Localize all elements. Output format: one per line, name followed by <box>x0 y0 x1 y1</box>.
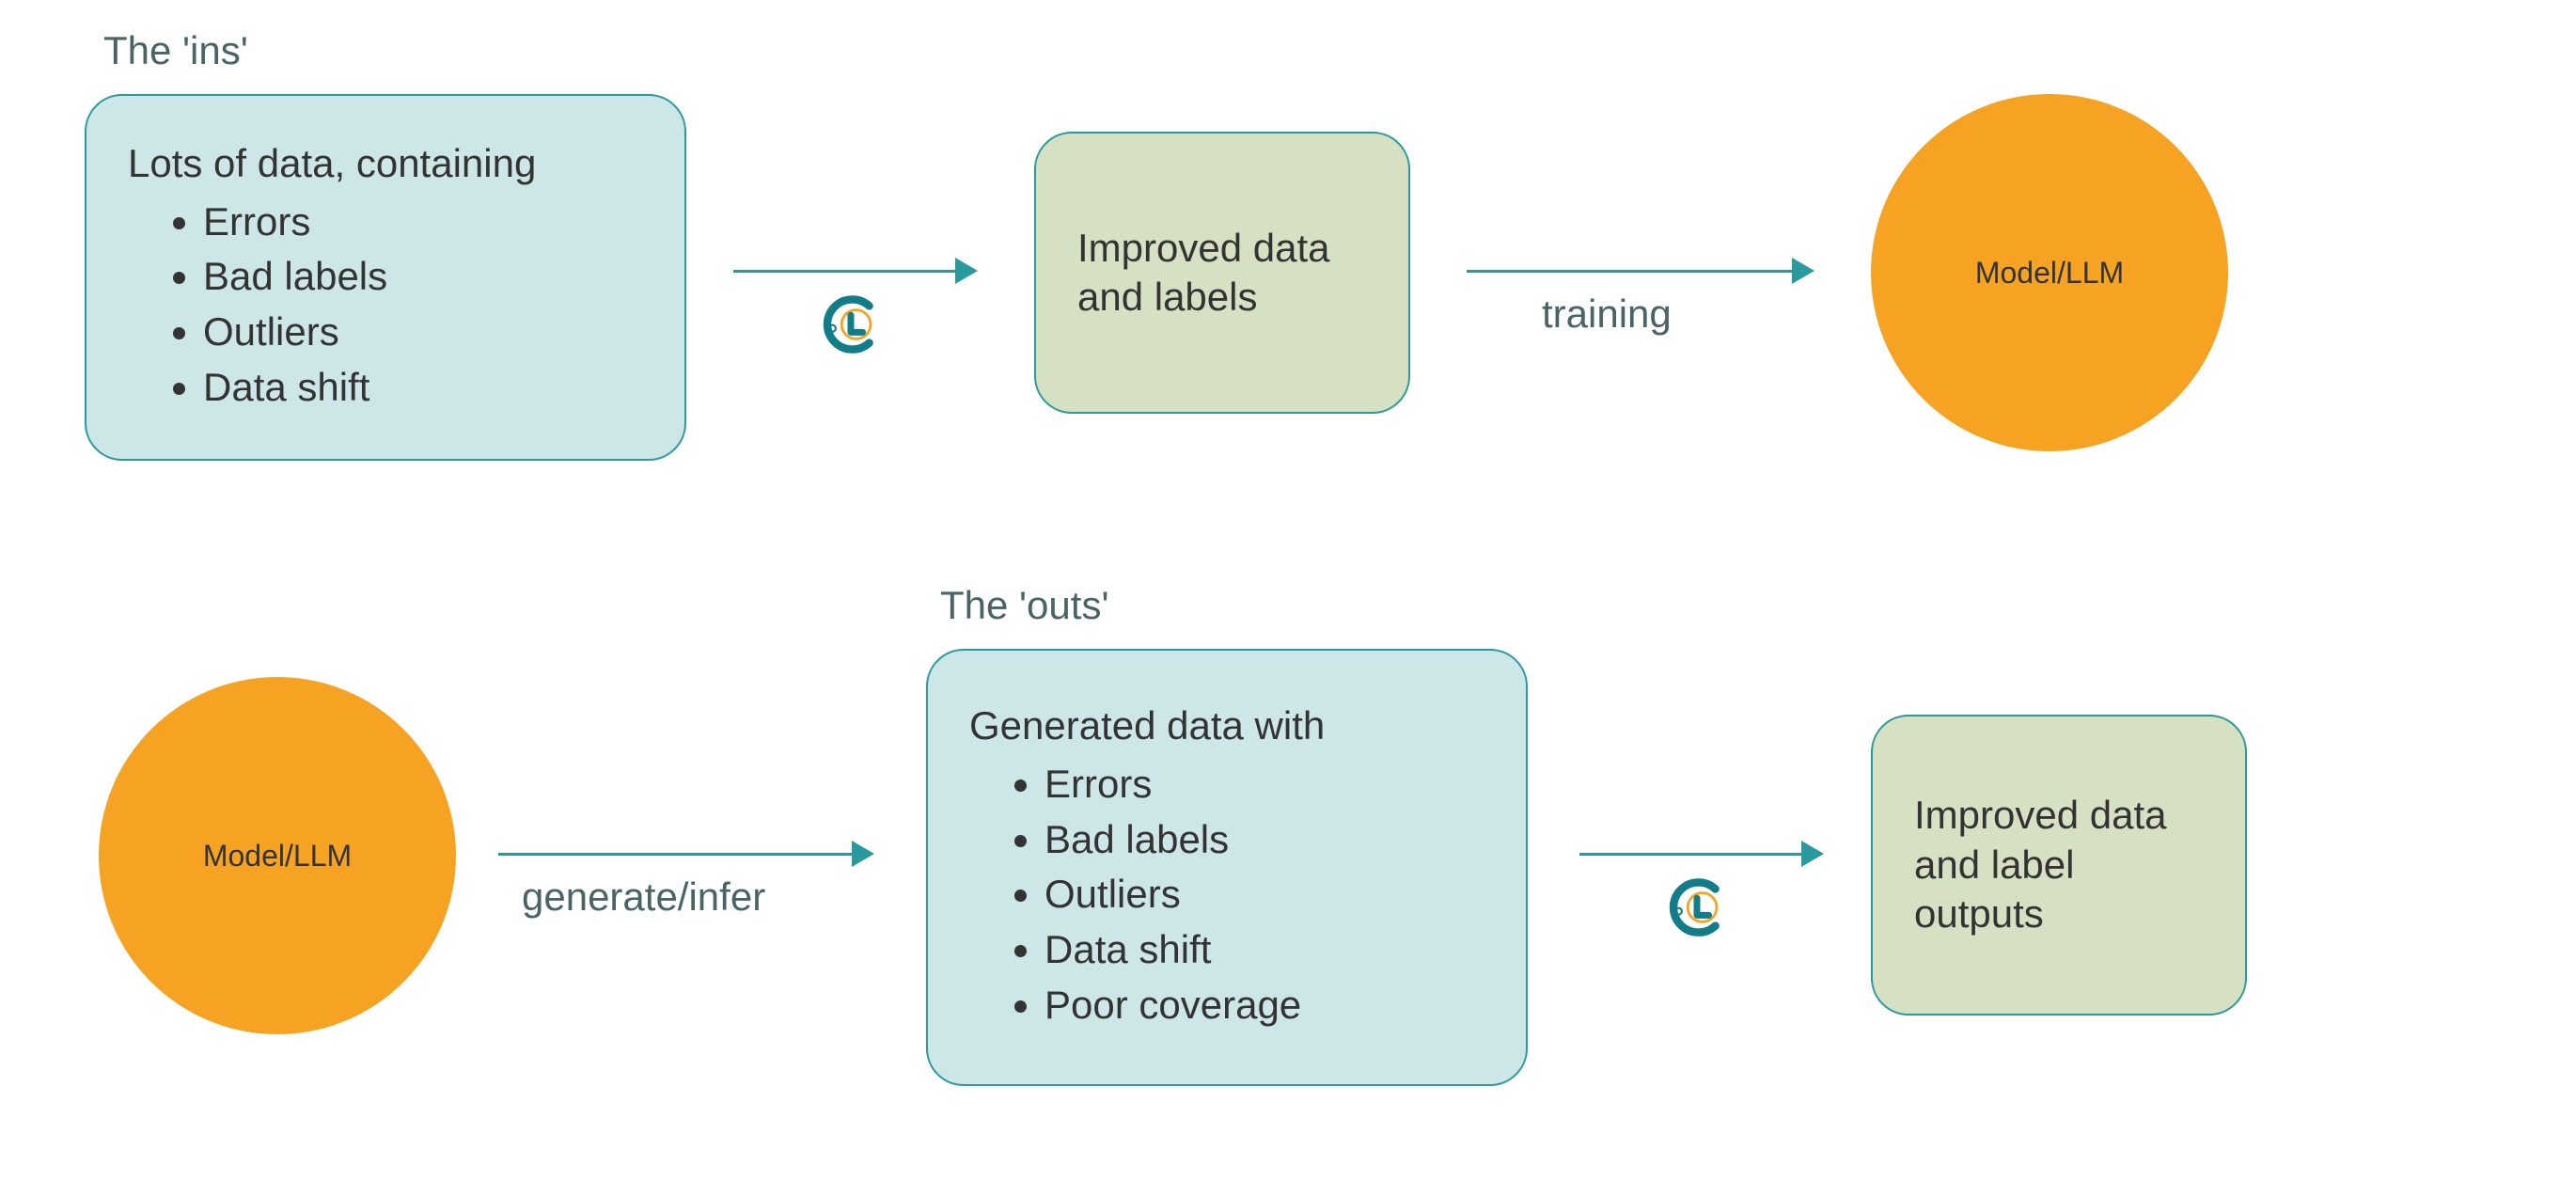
cleanlab-logo-icon <box>818 291 884 357</box>
list-item: Data shift <box>1045 922 1484 978</box>
improved-1-text: Improved data and labels <box>1077 224 1367 323</box>
improved-data-box-2: Improved data and label outputs <box>1871 715 2247 1016</box>
arrow-label: generate/infer <box>522 874 765 920</box>
arrow-line <box>498 853 854 856</box>
list-item: Bad labels <box>1045 812 1484 868</box>
arrow-2-training: training <box>1467 259 1814 285</box>
list-item: Poor coverage <box>1045 978 1484 1033</box>
list-item: Outliers <box>1045 867 1484 922</box>
model-1-label: Model/LLM <box>1975 256 2124 291</box>
list-item: Data shift <box>203 360 643 416</box>
cleanlab-logo-icon <box>1664 874 1730 940</box>
section-label-ins: The 'ins' <box>103 28 248 73</box>
cleanlab-logo-icon <box>1664 874 1730 940</box>
arrow-4 <box>1579 842 1824 868</box>
improved-2-text: Improved data and label outputs <box>1914 791 2204 939</box>
arrow-label: training <box>1542 291 1672 337</box>
outs-data-box: Generated data with ErrorsBad labelsOutl… <box>926 649 1528 1086</box>
outs-box-title: Generated data with <box>969 701 1484 751</box>
list-item: Errors <box>203 195 643 250</box>
arrow-head-icon <box>1792 258 1814 284</box>
section-label-outs: The 'outs' <box>940 583 1108 628</box>
arrow-line <box>1579 853 1803 856</box>
ins-box-title: Lots of data, containing <box>128 139 643 189</box>
ins-data-box: Lots of data, containing ErrorsBad label… <box>85 94 686 461</box>
model-circle-1: Model/LLM <box>1871 94 2228 451</box>
outs-box-list: ErrorsBad labelsOutliersData shiftPoor c… <box>1045 757 1484 1033</box>
list-item: Outliers <box>203 305 643 360</box>
arrow-3-generate: generate/infer <box>498 842 874 868</box>
list-item: Errors <box>1045 757 1484 812</box>
model-2-label: Model/LLM <box>203 839 352 874</box>
arrow-head-icon <box>1801 841 1824 867</box>
arrow-head-icon <box>955 258 978 284</box>
arrow-line <box>1467 270 1794 273</box>
cleanlab-logo-icon <box>818 291 884 357</box>
ins-box-list: ErrorsBad labelsOutliersData shift <box>203 195 643 416</box>
model-circle-2: Model/LLM <box>99 677 456 1034</box>
arrow-line <box>733 270 957 273</box>
arrow-head-icon <box>852 841 874 867</box>
arrow-1 <box>733 259 978 285</box>
list-item: Bad labels <box>203 249 643 305</box>
improved-data-box-1: Improved data and labels <box>1034 132 1410 414</box>
